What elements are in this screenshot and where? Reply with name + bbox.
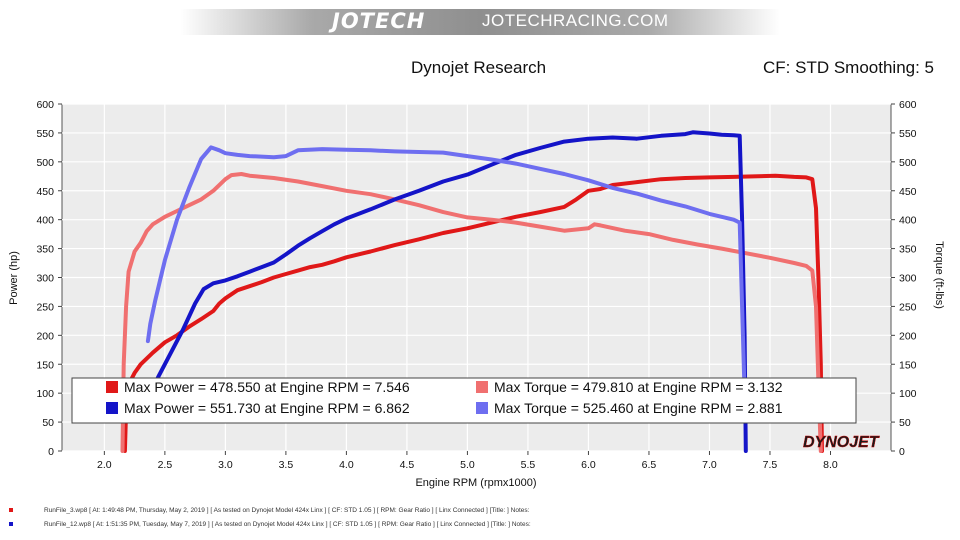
x-tick-label: 7.5 (763, 459, 778, 471)
series-line-1 (122, 173, 824, 453)
x-tick-label: 5.0 (460, 459, 475, 471)
y-tick-label: 150 (36, 359, 54, 371)
x-tick-label: 5.5 (521, 459, 536, 471)
legend-text: Max Torque = 525.460 at Engine RPM = 2.8… (494, 400, 783, 416)
series-line-4 (145, 145, 747, 396)
run-info-text: RunFile_12.wp8 [ At: 1:51:35 PM, Tuesday… (44, 521, 531, 528)
x-tick-label: 2.5 (158, 459, 173, 471)
legend-text: Max Torque = 479.810 at Engine RPM = 3.1… (494, 379, 783, 395)
y-tick-label: 550 (36, 128, 54, 140)
y-tick-label-right: 400 (899, 215, 917, 227)
series-lines (120, 130, 824, 453)
y-tick-label: 100 (36, 388, 54, 400)
x-tick-label: 8.0 (823, 459, 838, 471)
y-tick-label-right: 100 (899, 388, 917, 400)
x-tick-label: 4.5 (400, 459, 415, 471)
legend: Max Power = 478.550 at Engine RPM = 7.54… (71, 377, 857, 424)
x-tick-label: 3.0 (218, 459, 233, 471)
dynojet-brand: DYNOJET (803, 434, 880, 451)
legend-box (71, 377, 857, 424)
y-tick-label: 600 (36, 99, 54, 111)
x-tick-label: 3.5 (279, 459, 294, 471)
legend-swatch (476, 381, 488, 393)
y-tick-label-right: 350 (899, 244, 917, 256)
series-line-3 (148, 130, 748, 453)
y-tick-label: 50 (42, 417, 54, 429)
legend-swatch (106, 402, 118, 414)
run-color-swatch (9, 522, 13, 526)
x-tick-label: 7.0 (702, 459, 717, 471)
run-info-text: RunFile_3.wp8 [ At: 1:49:48 PM, Thursday… (44, 507, 530, 514)
dyno-chart: 0 0 50 50 100 100 150 150 200 200 250 250 300 300 350 3… (8, 99, 945, 489)
legend-text: Max Power = 478.550 at Engine RPM = 7.54… (124, 379, 410, 395)
correction-factor-info: CF: STD Smoothing: 5 (763, 58, 935, 77)
y-tick-label-right: 500 (899, 157, 917, 169)
y-tick-label-right: 50 (899, 417, 911, 429)
y-tick-label: 0 (48, 446, 54, 458)
y-tick-label: 350 (36, 244, 54, 256)
legend-swatch (106, 381, 118, 393)
y-axis-label-right: Torque (ft-lbs) (933, 241, 945, 309)
y-tick-label: 450 (36, 186, 54, 198)
y-tick-label-right: 250 (899, 301, 917, 313)
y-tick-label-right: 300 (899, 273, 917, 285)
legend-text: Max Power = 551.730 at Engine RPM = 6.86… (124, 400, 410, 416)
y-tick-label-right: 200 (899, 330, 917, 342)
y-axis-label-left: Power (hp) (8, 251, 20, 305)
x-axis-label: Engine RPM (rpmx1000) (415, 477, 536, 489)
x-tick-label: 4.0 (339, 459, 354, 471)
run-color-swatch (9, 508, 13, 512)
y-tick-label: 500 (36, 157, 54, 169)
header-banner (180, 9, 780, 35)
y-tick-label-right: 150 (899, 359, 917, 371)
chart-title: Dynojet Research (411, 58, 547, 77)
axis-ticks: 0 0 50 50 100 100 150 150 200 200 250 250 300 300 350 3… (36, 99, 916, 471)
site-url: JOTECHRACING.COM (482, 11, 669, 30)
y-tick-label-right: 0 (899, 446, 905, 458)
x-tick-label: 6.5 (642, 459, 657, 471)
y-tick-label: 200 (36, 330, 54, 342)
y-tick-label: 250 (36, 301, 54, 313)
y-tick-label-right: 550 (899, 128, 917, 140)
x-tick-label: 2.0 (97, 459, 112, 471)
y-tick-label: 400 (36, 215, 54, 227)
legend-swatch (476, 402, 488, 414)
jotech-logo: JOTECH (332, 9, 426, 33)
y-tick-label-right: 450 (899, 186, 917, 198)
y-tick-label-right: 600 (899, 99, 917, 111)
y-tick-label: 300 (36, 273, 54, 285)
x-tick-label: 6.0 (581, 459, 596, 471)
